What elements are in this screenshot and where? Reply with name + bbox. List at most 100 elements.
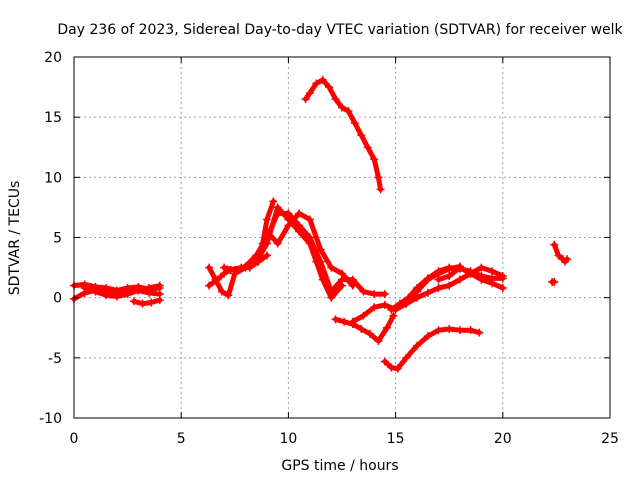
series-trace [403,265,506,307]
data-point [445,324,454,333]
data-point [370,303,379,312]
data-point [365,329,374,338]
data-point [155,296,164,305]
data-point [445,263,454,272]
data-point [434,275,443,284]
data-point [402,299,411,308]
data-point [423,288,432,297]
data-point [340,317,349,326]
data-point [550,240,559,249]
data-point [357,324,366,333]
data-points [70,75,572,373]
data-point [273,203,282,212]
data-point [327,293,336,302]
series-arc10 [301,75,385,194]
y-tick-label: -10 [39,411,62,427]
data-point [374,173,383,182]
data-point [434,326,443,335]
data-point [155,281,164,290]
data-point [325,83,334,92]
data-point [374,336,383,345]
data-point [477,263,486,272]
data-point [348,317,357,326]
x-tick-label: 0 [70,431,79,447]
y-tick-label: 0 [53,291,62,307]
data-point [477,275,486,284]
data-point [262,239,271,248]
series-trace [131,297,163,307]
data-point [241,262,250,271]
data-point [338,103,346,112]
data-point [498,284,507,293]
data-point [205,281,214,290]
data-point [318,75,327,84]
data-point [205,263,214,272]
data-point [455,263,464,272]
data-point [338,281,346,290]
x-tick-label: 5 [177,431,186,447]
data-point [312,79,321,88]
series-arc3 [80,284,164,301]
data-point [380,357,389,366]
data-point [80,284,89,293]
data-point [91,287,100,296]
data-point [357,131,366,140]
data-point [393,364,402,373]
data-point [359,287,368,296]
chart-title: Day 236 of 2023, Sidereal Day-to-day VTE… [57,22,623,38]
data-point [423,274,432,283]
data-point [224,291,233,300]
data-point [488,267,497,276]
series-arc17 [550,240,572,266]
data-point [423,332,432,341]
data-point [305,239,314,248]
data-point [269,197,278,206]
data-point [123,290,132,299]
data-point [338,269,346,278]
y-tick-label: 10 [44,170,62,186]
data-point [402,353,411,362]
data-point [134,286,143,295]
series-arc9 [262,209,357,290]
data-point [466,326,475,335]
series-trace [303,77,384,192]
y-tick-label: 20 [44,50,62,66]
data-point [217,287,226,296]
data-point [262,215,271,224]
x-tick-label: 15 [387,431,405,447]
data-point [318,275,327,284]
x-tick-label: 25 [601,431,619,447]
data-point [434,284,443,293]
data-point [434,267,443,276]
data-point [488,279,497,288]
y-tick-label: 15 [44,110,62,126]
series-trace [221,210,388,297]
data-point [262,251,271,260]
data-point [220,263,229,272]
data-point [466,269,475,278]
data-point [389,311,398,320]
data-point [295,227,304,236]
data-point [498,272,507,281]
series-arc16 [434,263,507,293]
series-arc18 [548,278,559,287]
data-point [327,263,336,272]
data-point [147,298,156,307]
x-tick-label: 10 [279,431,297,447]
data-point [295,209,304,218]
x-axis-label: GPS time / hours [281,458,398,474]
data-point [312,257,321,266]
data-point [376,185,385,194]
data-point [301,95,310,104]
data-point [370,290,379,299]
series-trace [253,204,345,301]
data-point [387,305,396,314]
data-point [102,291,111,300]
data-point [145,288,154,297]
data-point [112,292,121,301]
data-point [305,89,314,98]
data-point [455,326,464,335]
data-point [363,143,372,152]
data-point [344,107,353,116]
